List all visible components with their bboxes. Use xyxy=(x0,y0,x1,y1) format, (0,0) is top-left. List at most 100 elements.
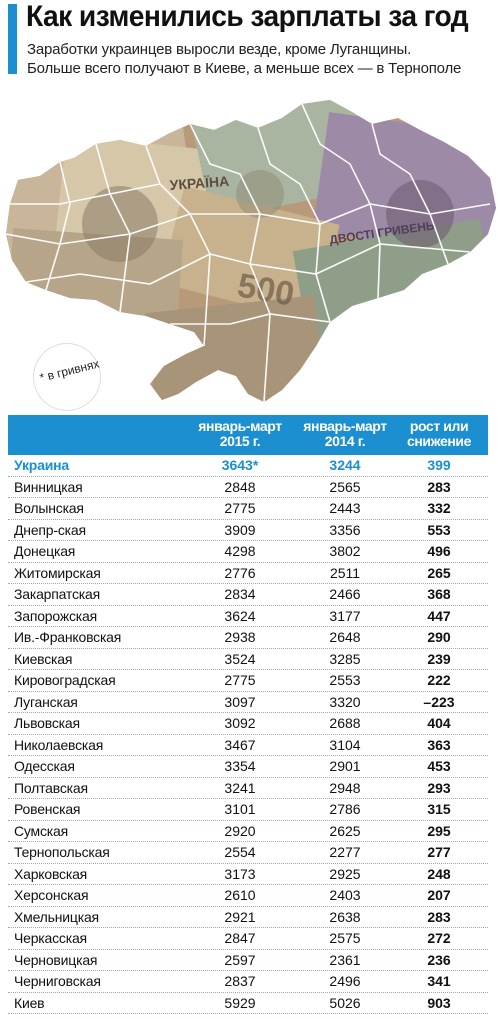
salary-change: 903 xyxy=(427,994,451,1011)
ukraine-banknote-map: УКРАЇНА 500 ДВОСТІ ГРИВЕНЬ xyxy=(0,84,498,414)
table-row: Запорожская 3624 3177 447 xyxy=(8,606,488,627)
salary-change: 363 xyxy=(427,736,451,753)
salary-2015: 2921 xyxy=(224,908,256,925)
salary-2015: 2834 xyxy=(224,586,256,602)
subtitle-line-2: Больше всего получают в Киеве, а меньше … xyxy=(27,60,462,77)
region-name: Черновицкая xyxy=(14,951,98,968)
region-name: Днепр-ская xyxy=(14,521,86,538)
salary-2014: 3285 xyxy=(329,650,361,667)
table-row: Львовская 3092 2688 404 xyxy=(8,713,488,735)
salary-2015: 2920 xyxy=(224,822,256,839)
region-name: Волынская xyxy=(14,500,84,516)
salary-change: 293 xyxy=(427,779,451,796)
table-header: январь-март 2015 г. январь-март 2014 г. … xyxy=(8,415,488,455)
salary-change: 453 xyxy=(427,758,451,774)
salary-change: 399 xyxy=(427,457,451,473)
region-name: Запорожская xyxy=(14,607,97,624)
region-name: Киевская xyxy=(14,650,73,667)
region-name: Ровенская xyxy=(14,801,81,817)
table-row: Тернопольская 2554 2277 277 xyxy=(8,842,488,864)
salary-change: 236 xyxy=(427,951,451,968)
salary-2015: 2848 xyxy=(224,478,256,495)
region-name: Донецкая xyxy=(14,543,76,559)
table-row: Харковская 3173 2925 248 xyxy=(8,864,488,885)
salary-2014: 3356 xyxy=(329,521,361,538)
banknote-text-ukraine: УКРАЇНА xyxy=(169,173,230,193)
salary-change: 265 xyxy=(427,564,451,581)
region-borders xyxy=(6,103,491,402)
accent-square xyxy=(18,10,23,15)
salary-2014: 2688 xyxy=(329,715,361,731)
salary-2015: 3101 xyxy=(224,801,256,817)
region-name: Кировоградская xyxy=(14,672,116,688)
table-row: Николаевская 3467 3104 363 xyxy=(8,735,488,756)
salary-2014: 3244 xyxy=(329,457,361,473)
salary-2014: 3104 xyxy=(329,736,361,753)
table-row: Черновицкая 2597 2361 236 xyxy=(8,950,488,971)
page-title: Как изменились зарплаты за год xyxy=(26,0,469,33)
salary-2014: 2786 xyxy=(329,801,361,817)
salary-2015: 3092 xyxy=(224,715,256,731)
accent-bar xyxy=(8,4,23,74)
salary-change: 447 xyxy=(427,607,451,624)
salary-2015: 5929 xyxy=(224,994,256,1011)
salary-2015: 2610 xyxy=(224,887,256,903)
salary-2015: 3467 xyxy=(224,736,256,753)
salary-change: 295 xyxy=(427,822,451,839)
region-name: Луганская xyxy=(14,693,78,710)
salary-2015: 3241 xyxy=(224,779,256,796)
salary-2014: 2277 xyxy=(329,844,361,860)
region-name: Сумская xyxy=(14,822,68,839)
salary-2015: 3643* xyxy=(221,457,259,473)
table-row: Киев 5929 5026 903 xyxy=(8,993,488,1014)
table-row: Луганская 3097 3320 –223 xyxy=(8,692,488,713)
salary-2015: 2776 xyxy=(224,564,256,581)
table-row: Одесская 3354 2901 453 xyxy=(8,756,488,778)
salary-2015: 2775 xyxy=(224,500,256,516)
subtitle-line-1: Заработки украинцев выросли везде, кроме… xyxy=(27,41,412,58)
table-row: Хмельницкая 2921 2638 283 xyxy=(8,907,488,928)
salary-2014: 2511 xyxy=(329,564,361,581)
region-name: Киев xyxy=(14,994,45,1011)
region-name: Харковская xyxy=(14,865,88,882)
salary-2015: 3909 xyxy=(224,521,256,538)
salary-2015: 3354 xyxy=(224,758,256,774)
salary-2015: 2775 xyxy=(224,672,256,688)
salary-2015: 3173 xyxy=(224,865,256,882)
salary-2014: 3177 xyxy=(329,607,361,624)
salary-2014: 2625 xyxy=(329,822,361,839)
salary-2014: 2403 xyxy=(329,887,361,903)
page-subtitle: Заработки украинцев выросли везде, кроме… xyxy=(27,40,461,78)
salary-change: 283 xyxy=(427,908,451,925)
salary-change: 222 xyxy=(427,672,451,688)
salary-2015: 3624 xyxy=(224,607,256,624)
table-row: Сумская 2920 2625 295 xyxy=(8,821,488,842)
region-name: Черниговская xyxy=(14,973,101,989)
region-name: Херсонская xyxy=(14,887,89,903)
table-row: Волынская 2775 2443 332 xyxy=(8,498,488,520)
salary-change: 290 xyxy=(427,629,451,645)
table-row: Ровенская 3101 2786 315 xyxy=(8,799,488,821)
region-name: Николаевская xyxy=(14,736,104,753)
salary-2014: 3320 xyxy=(329,693,361,710)
salary-2015: 4298 xyxy=(224,543,256,559)
salary-change: 332 xyxy=(427,500,451,516)
table-row: Киевская 3524 3285 239 xyxy=(8,649,488,670)
table-row: Винницкая 2848 2565 283 xyxy=(8,477,488,498)
region-name: Тернопольская xyxy=(14,844,110,860)
salary-2014: 5026 xyxy=(329,994,361,1011)
salary-2014: 2948 xyxy=(329,779,361,796)
salary-change: 368 xyxy=(427,586,451,602)
salary-table: январь-март 2015 г. январь-март 2014 г. … xyxy=(8,415,488,1014)
currency-note-badge xyxy=(34,344,100,410)
region-name: Винницкая xyxy=(14,478,83,495)
salary-2015: 2837 xyxy=(224,973,256,989)
salary-change: 239 xyxy=(427,650,451,667)
header: Как изменились зарплаты за год Заработки… xyxy=(0,0,498,84)
salary-2014: 2361 xyxy=(329,951,361,968)
header-2014: январь-март 2014 г. xyxy=(303,418,387,449)
table-row: Днепр-ская 3909 3356 553 xyxy=(8,520,488,541)
table-row: Донецкая 4298 3802 496 xyxy=(8,541,488,563)
table-row: Ив.-Франковская 2938 2648 290 xyxy=(8,627,488,649)
salary-change: 248 xyxy=(427,865,451,882)
